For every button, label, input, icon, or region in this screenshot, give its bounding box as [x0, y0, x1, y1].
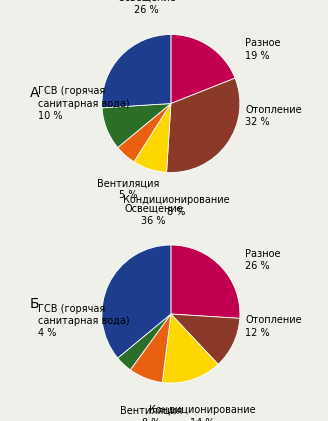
Wedge shape	[102, 35, 171, 108]
Text: ГСВ (горячая
санитарная вода)
4 %: ГСВ (горячая санитарная вода) 4 %	[38, 304, 130, 338]
Text: А: А	[30, 86, 39, 100]
Wedge shape	[171, 245, 240, 318]
Text: Б: Б	[30, 297, 39, 311]
Wedge shape	[171, 35, 235, 104]
Wedge shape	[102, 104, 171, 147]
Text: Освещение
26 %: Освещение 26 %	[117, 0, 176, 15]
Text: Разное
26 %: Разное 26 %	[245, 249, 281, 272]
Wedge shape	[171, 314, 240, 364]
Text: Разное
19 %: Разное 19 %	[245, 38, 281, 61]
Text: Кондиционирование
14 %: Кондиционирование 14 %	[149, 405, 255, 421]
Text: Отопление
32 %: Отопление 32 %	[245, 105, 302, 127]
Wedge shape	[102, 245, 171, 358]
Text: Освещение
36 %: Освещение 36 %	[124, 203, 183, 226]
Wedge shape	[118, 314, 171, 370]
Wedge shape	[130, 314, 171, 383]
Wedge shape	[167, 78, 240, 173]
Wedge shape	[118, 104, 171, 162]
Text: Вентиляция
5 %: Вентиляция 5 %	[97, 178, 159, 200]
Wedge shape	[134, 104, 171, 173]
Text: Вентиляция
8 %: Вентиляция 8 %	[120, 405, 183, 421]
Wedge shape	[162, 314, 218, 383]
Text: Кондиционирование
8 %: Кондиционирование 8 %	[123, 195, 230, 217]
Text: ГСВ (горячая
санитарная вода)
10 %: ГСВ (горячая санитарная вода) 10 %	[38, 86, 130, 121]
Text: Отопление
12 %: Отопление 12 %	[245, 315, 302, 338]
